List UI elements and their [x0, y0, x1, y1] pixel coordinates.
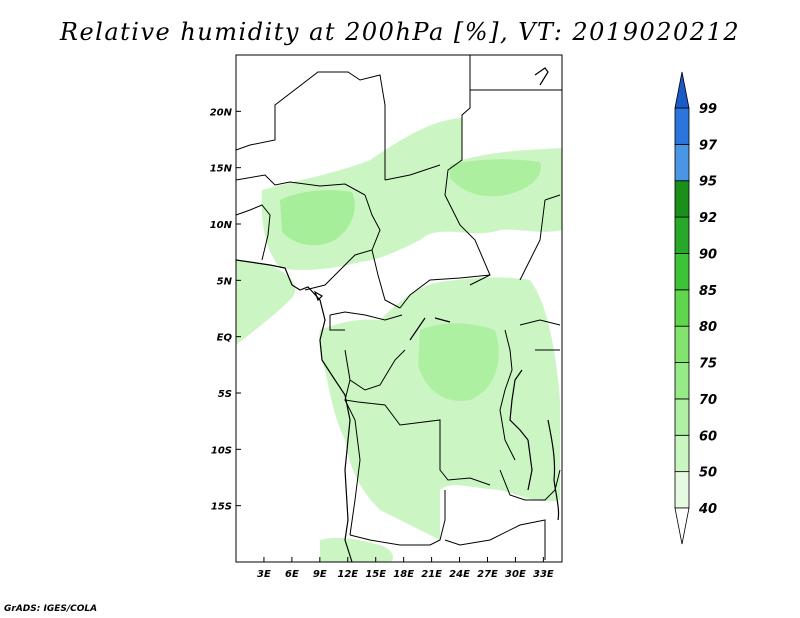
colorbar: 40 50 60 70 75 80 85 90 92 95 97 99 [674, 71, 718, 545]
colorbar-label: 90 [699, 247, 717, 262]
lon-tick-label: 12E [337, 569, 358, 580]
colorbar-segment [674, 253, 690, 291]
lat-tick-label: 5S [218, 389, 232, 400]
lat-tick-label: 15N [210, 164, 233, 175]
lat-tick-label: EQ [217, 333, 233, 344]
colorbar-label: 97 [699, 138, 718, 153]
map-title: Relative humidity at 200hPa [%], VT: 201… [59, 18, 741, 46]
lon-tick-label: 30E [505, 569, 526, 580]
lon-tick-label: 21E [421, 569, 442, 580]
colorbar-over-triangle [674, 71, 690, 109]
colorbar-under-triangle [674, 507, 690, 545]
map-frame [235, 54, 563, 563]
colorbar-label: 40 [698, 502, 717, 517]
colorbar-label: 92 [699, 211, 717, 226]
colorbar-segment [674, 471, 690, 509]
colorbar-label: 50 [699, 466, 717, 481]
lat-tick-label: 10S [211, 445, 232, 456]
lat-tick-label: 10N [210, 220, 233, 231]
humidity-band-south [320, 537, 393, 562]
lon-tick-label: 33E [533, 569, 554, 580]
colorbar-label: 70 [699, 393, 717, 408]
colorbar-label: 75 [699, 357, 717, 372]
colorbar-segment [674, 434, 690, 473]
coastline [235, 67, 560, 563]
humidity-core-east [450, 159, 541, 197]
lon-tick-label: 15E [365, 569, 386, 580]
lon-tick-label: 24E [449, 569, 470, 580]
colorbar-segment [674, 398, 690, 436]
colorbar-segment [674, 143, 690, 182]
latitude-ticks: 20N 15N 10N 5N EQ 5S 10S 15S [210, 107, 241, 513]
humidity-band-congo [319, 277, 560, 540]
country-borders [235, 55, 562, 560]
humidity-band-west-coast [236, 260, 296, 345]
humidity-shading [236, 118, 562, 562]
grads-credit: GrADS: IGES/COLA [4, 604, 98, 614]
humidity-core-niger [280, 190, 355, 246]
colorbar-segment [674, 362, 690, 400]
colorbar-segment [674, 325, 690, 363]
lat-tick-label: 5N [217, 276, 233, 287]
lon-tick-label: 18E [393, 569, 414, 580]
colorbar-label: 99 [699, 102, 717, 117]
lon-tick-label: 27E [477, 569, 498, 580]
lon-tick-label: 3E [257, 569, 271, 580]
lat-tick-label: 15S [211, 502, 232, 513]
colorbar-segment [674, 107, 690, 145]
colorbar-segment [674, 216, 690, 254]
colorbar-label: 80 [699, 320, 717, 335]
longitude-ticks: 3E 6E 9E 12E 15E 18E 21E 24E 27E 30E 33E [257, 557, 554, 580]
colorbar-label: 85 [699, 284, 717, 299]
humidity-core-congo [418, 323, 499, 401]
colorbar-segment [674, 180, 690, 218]
lon-tick-label: 9E [313, 569, 327, 580]
lat-tick-label: 20N [210, 107, 233, 118]
colorbar-label: 60 [699, 429, 717, 444]
colorbar-label: 95 [699, 175, 717, 190]
lon-tick-label: 6E [285, 569, 299, 580]
colorbar-segment [674, 289, 690, 327]
